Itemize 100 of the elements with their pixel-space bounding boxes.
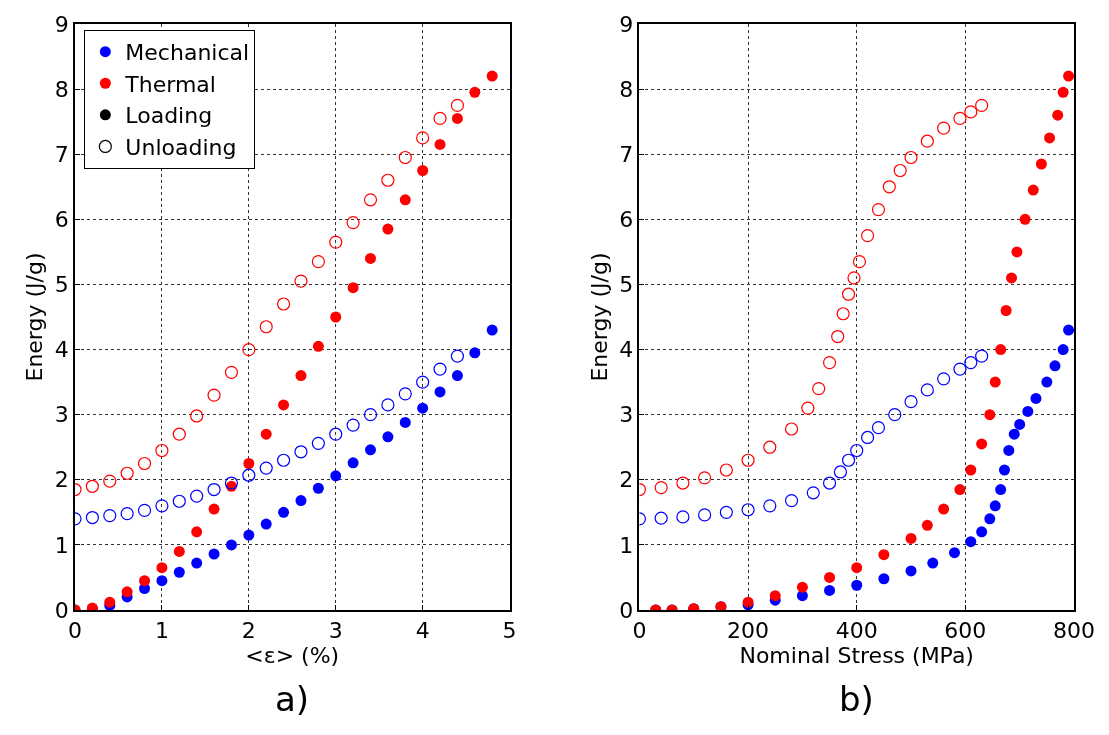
point — [847, 271, 861, 285]
point — [294, 445, 308, 459]
point — [676, 510, 690, 524]
point — [1014, 418, 1026, 430]
point — [806, 486, 820, 500]
point — [937, 121, 951, 135]
point — [836, 307, 850, 321]
point — [277, 453, 291, 467]
text: b) — [839, 679, 874, 719]
point — [784, 494, 799, 508]
point — [155, 499, 169, 513]
legend-label: Thermal — [124, 71, 216, 97]
point — [346, 418, 360, 432]
point — [224, 365, 239, 379]
point — [381, 398, 395, 412]
point — [242, 342, 256, 357]
point — [796, 581, 808, 593]
y-tick-label: 1 — [54, 532, 69, 558]
point — [416, 375, 430, 389]
point — [155, 443, 169, 458]
point — [172, 427, 186, 441]
y-tick-label: 6 — [619, 207, 634, 233]
y-axis-title: Energy (J/g) — [22, 252, 48, 382]
point — [905, 565, 917, 577]
legend-label: Unloading — [125, 135, 237, 161]
point — [921, 519, 933, 531]
point — [719, 505, 733, 519]
point — [382, 431, 394, 443]
point — [860, 430, 875, 445]
point — [156, 562, 168, 574]
point — [225, 539, 237, 551]
point — [822, 476, 837, 490]
point — [893, 163, 907, 178]
x-tick-label: 600 — [944, 618, 987, 644]
point — [330, 470, 342, 482]
x-axis-title: <ε> (%) — [245, 643, 340, 669]
point — [103, 474, 117, 488]
point — [989, 500, 1001, 512]
point — [191, 557, 203, 569]
point — [1057, 344, 1069, 356]
point — [984, 513, 996, 525]
point — [719, 463, 733, 477]
x-tick-label: 1 — [154, 618, 169, 644]
point — [949, 547, 960, 559]
point — [841, 287, 856, 301]
y-tick-label: 7 — [54, 141, 69, 167]
point — [312, 340, 324, 352]
x-tick-label: 200 — [727, 618, 770, 644]
point — [822, 355, 837, 370]
point — [998, 464, 1010, 476]
point — [975, 349, 989, 363]
point — [399, 416, 411, 428]
point — [295, 370, 307, 382]
point — [346, 215, 360, 230]
y-tick-label: 2 — [54, 467, 69, 493]
point — [1003, 444, 1015, 456]
point — [698, 508, 712, 522]
point — [259, 320, 273, 334]
point — [139, 575, 151, 587]
y-tick-label: 0 — [619, 597, 634, 623]
point — [953, 362, 967, 376]
point — [833, 465, 848, 479]
point — [871, 421, 886, 435]
y-tick-label: 8 — [619, 76, 634, 102]
x-tick-label: 4 — [415, 618, 430, 644]
point — [976, 438, 988, 450]
point — [103, 508, 117, 523]
point — [417, 165, 429, 176]
point — [156, 575, 168, 587]
x-axis-title: Nominal Stress (MPa) — [739, 643, 974, 669]
point — [831, 329, 845, 344]
point — [1052, 109, 1064, 121]
point — [1041, 376, 1053, 388]
point — [398, 387, 412, 401]
y-tick-label: 9 — [54, 11, 69, 37]
point — [878, 573, 890, 585]
point — [469, 347, 481, 359]
x-tick-label: 2 — [241, 618, 256, 644]
point — [888, 408, 902, 422]
point — [121, 586, 133, 598]
point — [433, 111, 447, 125]
y-tick-label: 4 — [619, 337, 634, 363]
point — [1027, 184, 1039, 196]
point — [1011, 246, 1023, 258]
legend-label: Loading — [125, 103, 213, 129]
point — [243, 529, 255, 541]
point — [137, 503, 152, 517]
point — [190, 409, 204, 423]
point — [365, 444, 376, 456]
point — [905, 532, 917, 544]
point — [1057, 86, 1069, 98]
legend-label: Mechanical — [125, 40, 250, 66]
point — [989, 376, 1001, 388]
x-tick-label: 800 — [1053, 618, 1096, 644]
x-tick-label: 5 — [502, 618, 517, 644]
point — [311, 255, 325, 269]
point — [312, 482, 324, 494]
point — [277, 297, 291, 311]
point — [363, 408, 378, 422]
point — [347, 282, 359, 294]
